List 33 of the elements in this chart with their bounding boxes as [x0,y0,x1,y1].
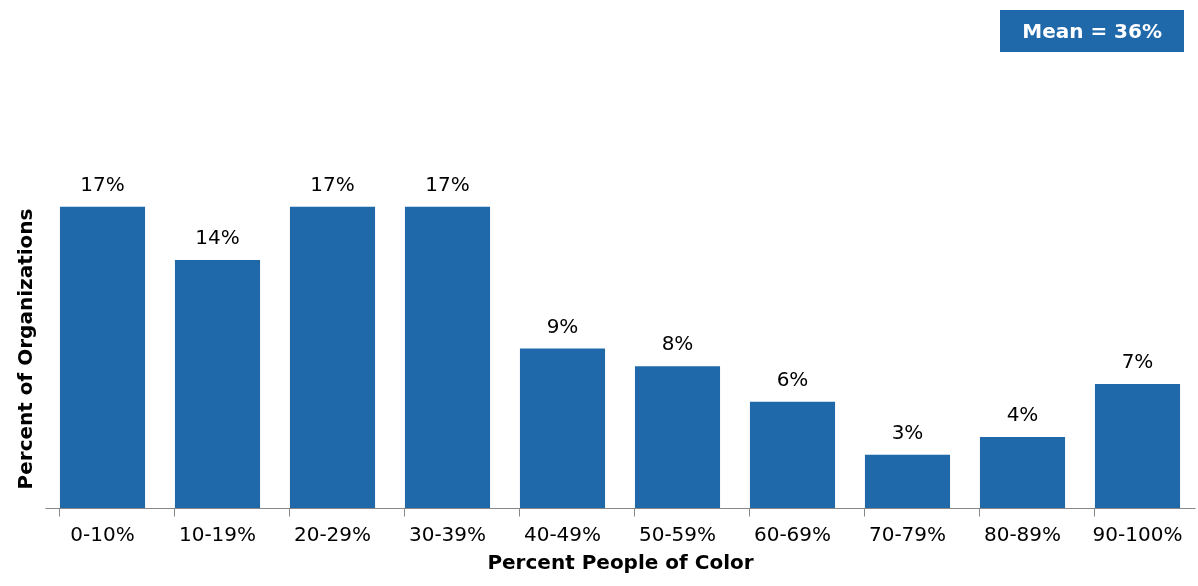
x-tick-label: 0-10% [70,521,135,546]
x-tick-label: 60-69% [753,521,832,546]
data-label: 17% [80,171,125,196]
data-label: 17% [310,171,355,196]
bar [634,366,721,508]
data-label: 7% [1121,348,1154,373]
data-label: 3% [891,419,924,444]
bar [749,401,836,508]
x-tick-label: 40-49% [523,521,602,546]
x-tick-label: 70-79% [868,521,947,546]
bar [519,348,606,508]
data-label: 14% [195,224,240,249]
text: Mean = 36% [1000,10,1184,52]
bar [59,206,146,508]
data-label: 4% [1006,402,1039,427]
bar [174,259,261,508]
y-axis-title: Percent of Organizations [12,208,37,490]
data-label: 6% [776,366,809,391]
bar [404,206,491,508]
bar [864,454,951,508]
x-tick-label: 30-39% [408,521,487,546]
bar [1094,383,1181,508]
x-tick-label: 50-59% [638,521,717,546]
x-axis-title: Percent People of Color [487,549,754,574]
bar [979,437,1066,508]
x-tick-label: 20-29% [293,521,372,546]
data-label: 8% [661,331,694,356]
bar [289,206,376,508]
data-label: 9% [546,313,579,338]
x-tick-label: 90-100% [1092,521,1183,546]
x-tick-label: 80-89% [983,521,1062,546]
x-tick-label: 10-19% [178,521,257,546]
data-label: 17% [425,171,470,196]
